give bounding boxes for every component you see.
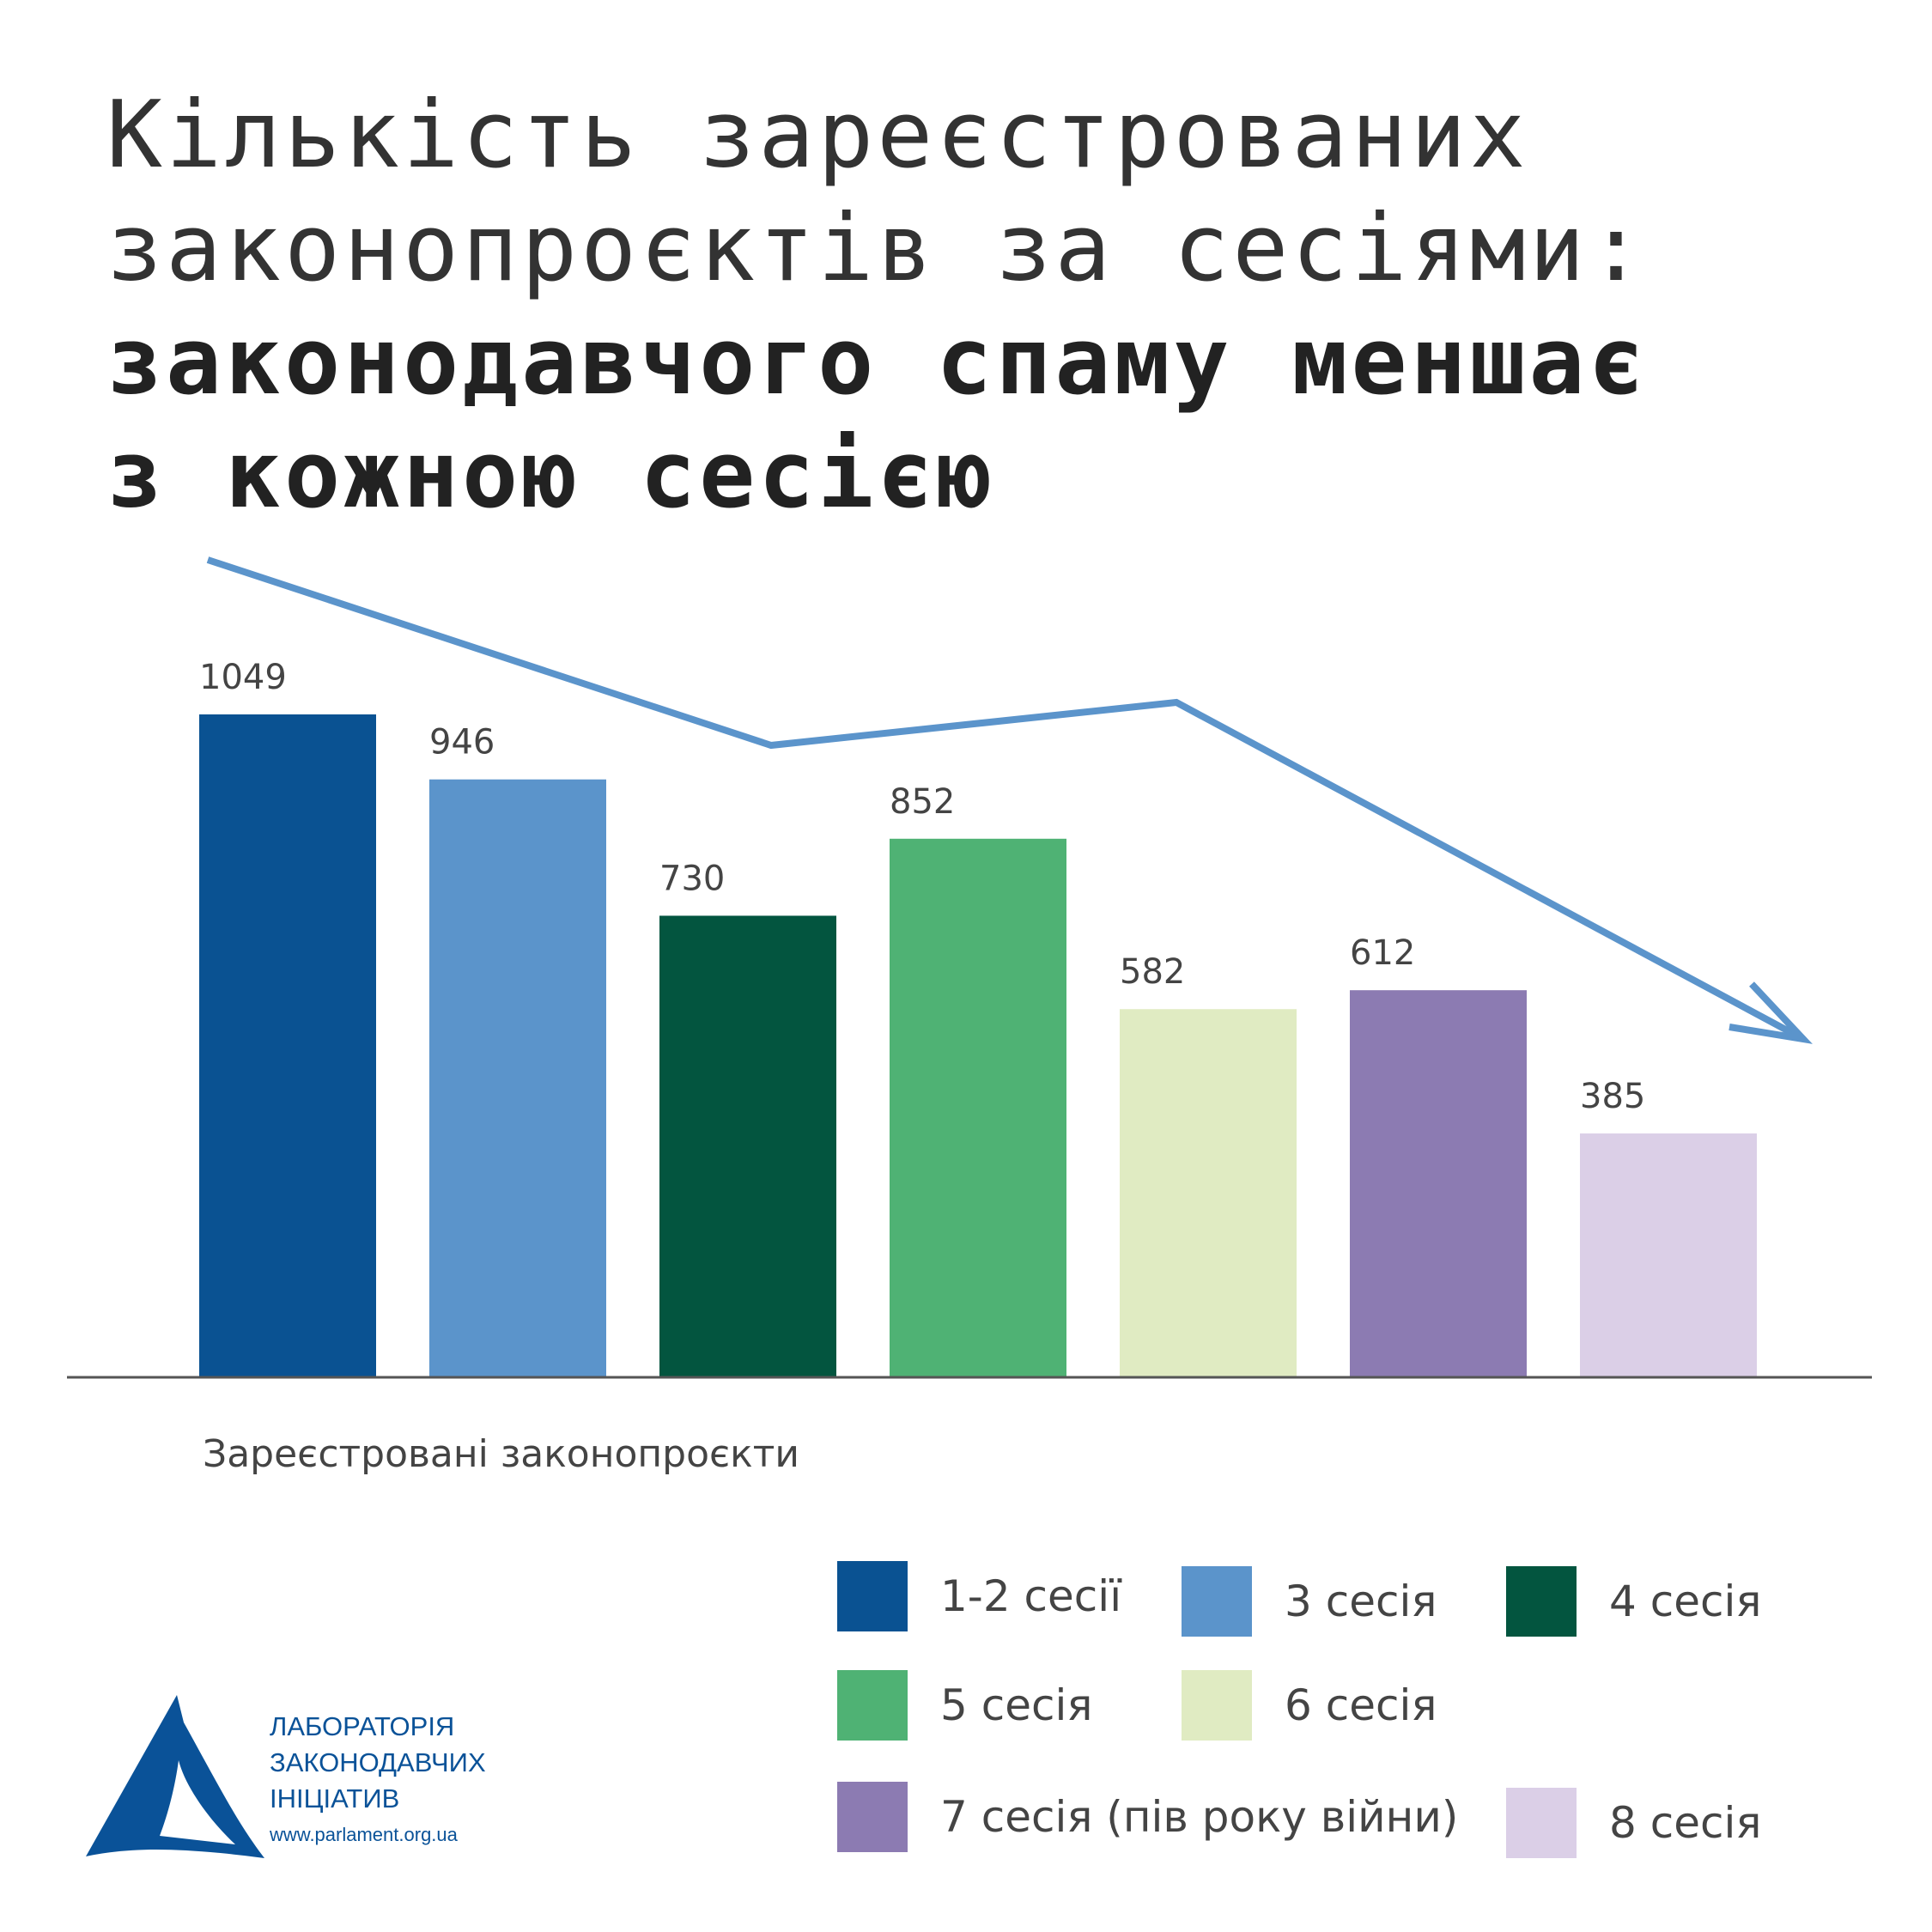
- bar: [199, 714, 376, 1376]
- bar-value-label: 946: [429, 723, 495, 762]
- bar: [1350, 990, 1527, 1376]
- title-line-3: законодавчого спаму меншає: [106, 308, 1648, 416]
- bar-value-label: 612: [1350, 933, 1415, 973]
- bar-value-label: 385: [1580, 1077, 1645, 1116]
- bar: [659, 915, 836, 1376]
- logo-url: www.parlament.org.ua: [270, 1824, 458, 1845]
- x-axis-title: Зареєстровані законопроєкти: [203, 1432, 799, 1476]
- logo-line-1: ЛАБОРАТОРІЯ: [270, 1711, 455, 1741]
- logo-line-3: ІНІЦІАТИВ: [270, 1783, 400, 1814]
- bar-value-label: 582: [1120, 952, 1185, 992]
- logo-sail-icon: [86, 1695, 264, 1858]
- bar: [890, 838, 1066, 1376]
- bar-value-label: 730: [659, 859, 725, 898]
- title-line-2: законопроєктів за сесіями:: [106, 195, 1648, 302]
- bar-value-label: 1049: [199, 658, 287, 697]
- title-line-1: Кількість зареєстрованих: [106, 82, 1529, 189]
- bar: [1120, 1009, 1297, 1376]
- logo-line-2: ЗАКОНОДАВЧИХ: [270, 1747, 486, 1777]
- title-line-4: з кожною сесією: [106, 422, 996, 529]
- logo-text: ЛАБОРАТОРІЯ ЗАКОНОДАВЧИХ ІНІЦІАТИВ www.p…: [270, 1709, 486, 1846]
- page-title: Кількість зареєстрованих законопроєктів …: [106, 79, 1824, 532]
- bar: [429, 779, 606, 1376]
- bar-value-label: 852: [890, 782, 955, 822]
- trend-arrow: [206, 556, 1813, 1044]
- bar: [1580, 1133, 1757, 1376]
